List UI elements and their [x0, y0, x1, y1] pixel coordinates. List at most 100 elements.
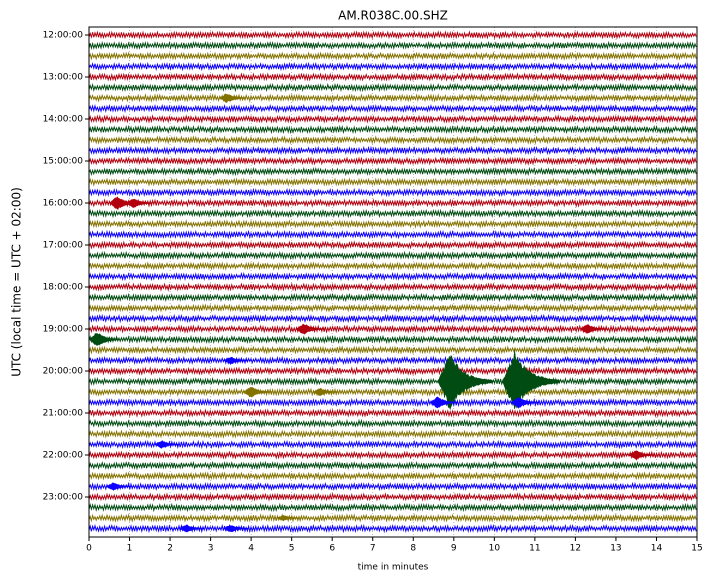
trace	[88, 502, 697, 513]
trace	[88, 408, 697, 418]
y-tick-label: 21:00:00	[43, 409, 84, 419]
plot-frame	[88, 26, 698, 538]
trace	[88, 40, 697, 51]
event	[510, 397, 540, 409]
trace	[88, 261, 697, 271]
x-tick-label: 5	[289, 544, 295, 554]
x-tick-label: 8	[410, 544, 416, 554]
x-tick-label: 4	[248, 544, 254, 554]
trace	[88, 240, 697, 250]
trace	[88, 481, 697, 492]
trace	[88, 250, 697, 261]
x-tick-label: 0	[86, 544, 92, 554]
trace	[88, 450, 697, 460]
event	[219, 93, 246, 103]
y-tick-label: 19:00:00	[43, 325, 84, 335]
trace	[88, 292, 697, 303]
x-tick-label: 13	[610, 544, 621, 554]
trace	[88, 282, 697, 292]
event	[502, 350, 560, 409]
trace	[88, 492, 697, 502]
trace	[88, 124, 697, 135]
trace	[88, 271, 697, 282]
x-tick-label: 10	[489, 544, 501, 554]
event	[437, 355, 493, 410]
y-tick-label: 14:00:00	[43, 115, 84, 125]
y-tick-label: 23:00:00	[43, 493, 84, 503]
trace	[88, 156, 697, 166]
event	[105, 482, 131, 491]
trace	[88, 82, 697, 93]
trace	[88, 376, 697, 387]
event	[223, 356, 249, 366]
event	[628, 450, 656, 461]
trace	[88, 135, 697, 145]
y-tick-label: 16:00:00	[43, 199, 84, 209]
trace	[88, 471, 697, 481]
trace	[88, 460, 697, 471]
event	[178, 524, 204, 533]
trace	[88, 30, 697, 40]
x-tick-label: 15	[691, 544, 702, 554]
events	[88, 93, 656, 533]
trace	[88, 219, 697, 229]
trace	[88, 145, 697, 156]
x-tick-label: 12	[570, 544, 581, 554]
y-tick-label: 12:00:00	[43, 31, 84, 41]
traces	[88, 30, 697, 534]
chart-title: AM.R038C.00.SHZ	[338, 9, 448, 23]
trace	[88, 429, 697, 439]
x-tick-label: 3	[208, 544, 214, 554]
y-tick-label: 18:00:00	[43, 283, 84, 293]
trace	[88, 208, 697, 219]
trace	[88, 513, 697, 523]
trace	[88, 229, 697, 240]
trace	[88, 313, 697, 324]
y-tick-label: 17:00:00	[43, 241, 84, 251]
trace	[88, 198, 697, 208]
x-tick-label: 7	[370, 544, 376, 554]
event	[276, 515, 301, 522]
y-tick-label: 13:00:00	[43, 73, 84, 83]
event	[154, 440, 180, 449]
event	[429, 396, 459, 409]
event	[243, 387, 272, 398]
x-tick-label: 9	[451, 544, 457, 554]
trace	[88, 345, 697, 355]
x-tick-label: 14	[651, 544, 663, 554]
trace	[88, 418, 697, 429]
event	[88, 333, 119, 346]
trace	[88, 177, 697, 187]
trace	[88, 61, 697, 72]
trace	[88, 166, 697, 177]
y-tick-label: 22:00:00	[43, 451, 84, 461]
event	[296, 323, 325, 335]
trace	[88, 187, 697, 198]
trace	[88, 303, 697, 313]
trace	[88, 334, 697, 345]
event	[125, 198, 153, 209]
trace	[88, 439, 697, 450]
trace	[88, 72, 697, 82]
event	[223, 524, 249, 533]
x-tick-label: 11	[529, 544, 540, 554]
trace	[88, 366, 697, 376]
trace	[88, 114, 697, 124]
event	[579, 324, 607, 334]
x-tick-label: 6	[329, 544, 335, 554]
trace	[88, 355, 697, 366]
grid	[88, 27, 698, 537]
y-axis-label: UTC (local time = UTC + 02:00)	[10, 187, 24, 377]
x-tick-label: 2	[167, 544, 173, 554]
y-tick-label: 20:00:00	[43, 367, 84, 377]
y-tick-label: 15:00:00	[43, 157, 84, 167]
event	[312, 387, 339, 396]
trace	[88, 103, 697, 114]
trace	[88, 397, 697, 408]
trace	[88, 387, 697, 397]
x-axis-label: time in minutes	[358, 563, 429, 573]
trace	[88, 93, 697, 103]
trace	[88, 51, 697, 61]
x-tick-label: 1	[127, 544, 133, 554]
